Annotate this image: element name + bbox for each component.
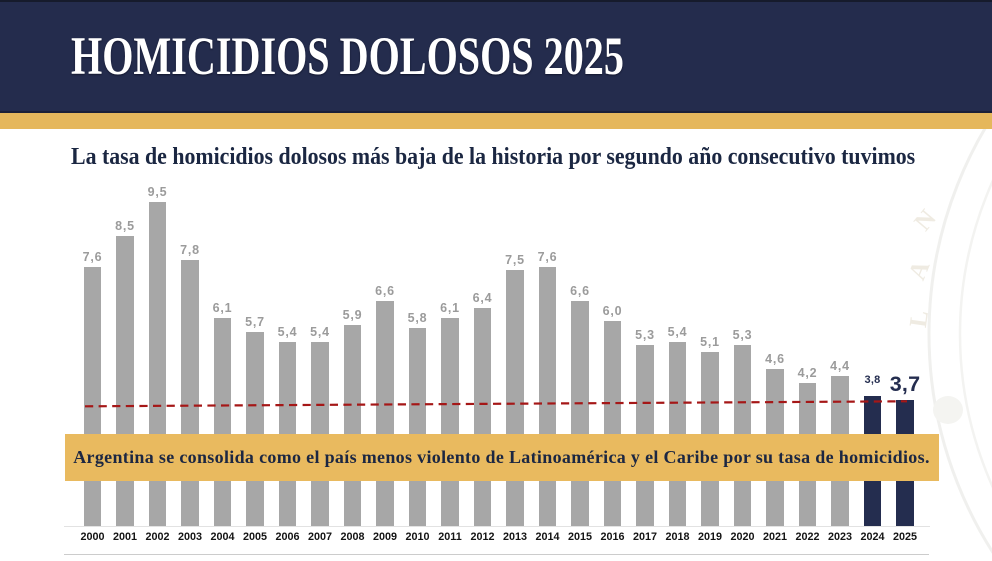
- svg-text:A: A: [904, 257, 936, 284]
- svg-text:L: L: [905, 309, 934, 329]
- svg-text:N: N: [909, 205, 941, 236]
